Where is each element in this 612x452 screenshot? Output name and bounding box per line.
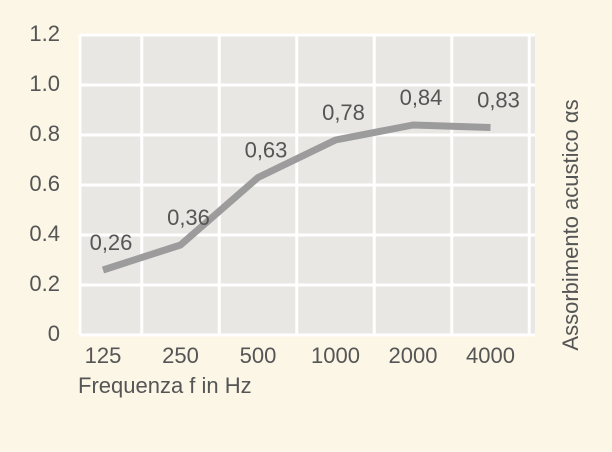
y-tick-label: 0.6 [29, 171, 60, 196]
y-tick-label: 1.0 [29, 71, 60, 96]
y-tick-label: 0.2 [29, 271, 60, 296]
y-tick-label: 0 [48, 321, 60, 346]
value-label: 0,63 [245, 137, 288, 162]
value-label: 0,83 [477, 87, 520, 112]
x-tick-label: 1000 [311, 343, 360, 368]
x-tick-label: 500 [240, 343, 277, 368]
y-tick-label: 1.2 [29, 21, 60, 46]
x-tick-label: 4000 [466, 343, 515, 368]
x-tick-label: 125 [85, 343, 122, 368]
x-tick-label: 250 [162, 343, 199, 368]
value-label: 0,84 [400, 85, 443, 110]
x-tick-label: 2000 [389, 343, 438, 368]
y-tick-label: 0.4 [29, 221, 60, 246]
value-label: 0,78 [322, 100, 365, 125]
value-label: 0,26 [90, 230, 133, 255]
y-tick-label: 0.8 [29, 121, 60, 146]
data-line [101, 121, 491, 274]
x-axis-title: Frequenza f in Hz [78, 373, 252, 398]
y-axis-title: Assorbimento acustico αs [558, 99, 583, 350]
value-label: 0,36 [167, 205, 210, 230]
